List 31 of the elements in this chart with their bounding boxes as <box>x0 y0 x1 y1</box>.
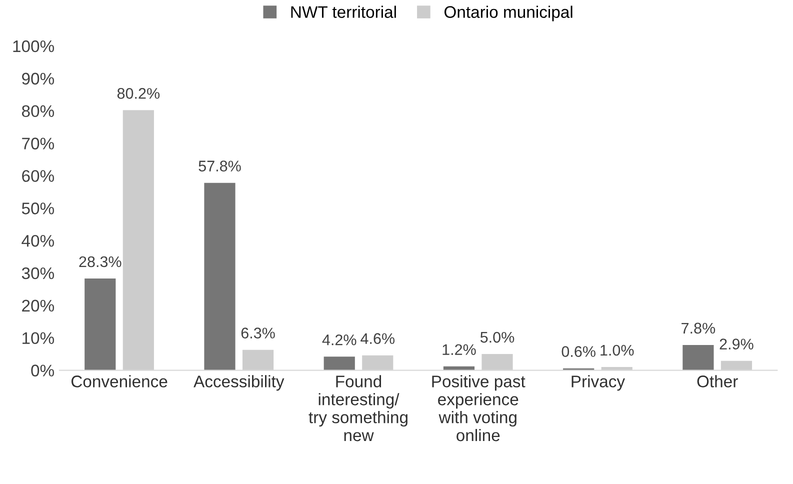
data-label: 57.8% <box>198 160 241 172</box>
data-label: 28.3% <box>79 256 122 268</box>
data-label: 4.6% <box>360 333 395 344</box>
y-tick-label: 90% <box>22 72 54 85</box>
data-label: 1.2% <box>442 344 476 355</box>
y-tick-label: 20% <box>22 300 54 312</box>
x-tick-label: Found interesting/ try something new <box>308 375 408 442</box>
data-label: 5.0% <box>480 332 514 343</box>
y-tick-label: 80% <box>22 105 54 118</box>
legend-label: Ontario municipal <box>444 6 572 22</box>
y-tick-label: 30% <box>22 267 54 280</box>
y-tick-label: 60% <box>22 170 54 182</box>
data-label: 4.2% <box>322 334 356 346</box>
data-label: 2.9% <box>720 338 754 350</box>
x-tick-label: Positive past experience with voting online <box>432 375 526 442</box>
x-tick-label: Accessibility <box>194 375 284 391</box>
legend-label: NWT territorial <box>291 6 396 18</box>
data-label: 6.3% <box>241 328 275 338</box>
y-tick-label: 50% <box>22 202 54 214</box>
data-label: 1.0% <box>600 344 634 356</box>
y-tick-label: 70% <box>22 138 54 150</box>
y-tick-label: 0% <box>31 364 54 376</box>
data-label: 0.6% <box>562 346 596 357</box>
data-label: 7.8% <box>682 322 716 334</box>
y-tick-label: 100% <box>13 40 54 52</box>
x-tick-label: Convenience <box>71 375 168 388</box>
x-tick-label: Other <box>697 375 738 388</box>
y-tick-label: 40% <box>22 234 54 247</box>
x-tick-label: Privacy <box>572 375 626 391</box>
data-label: 80.2% <box>117 88 160 99</box>
y-tick-label: 10% <box>22 332 54 344</box>
